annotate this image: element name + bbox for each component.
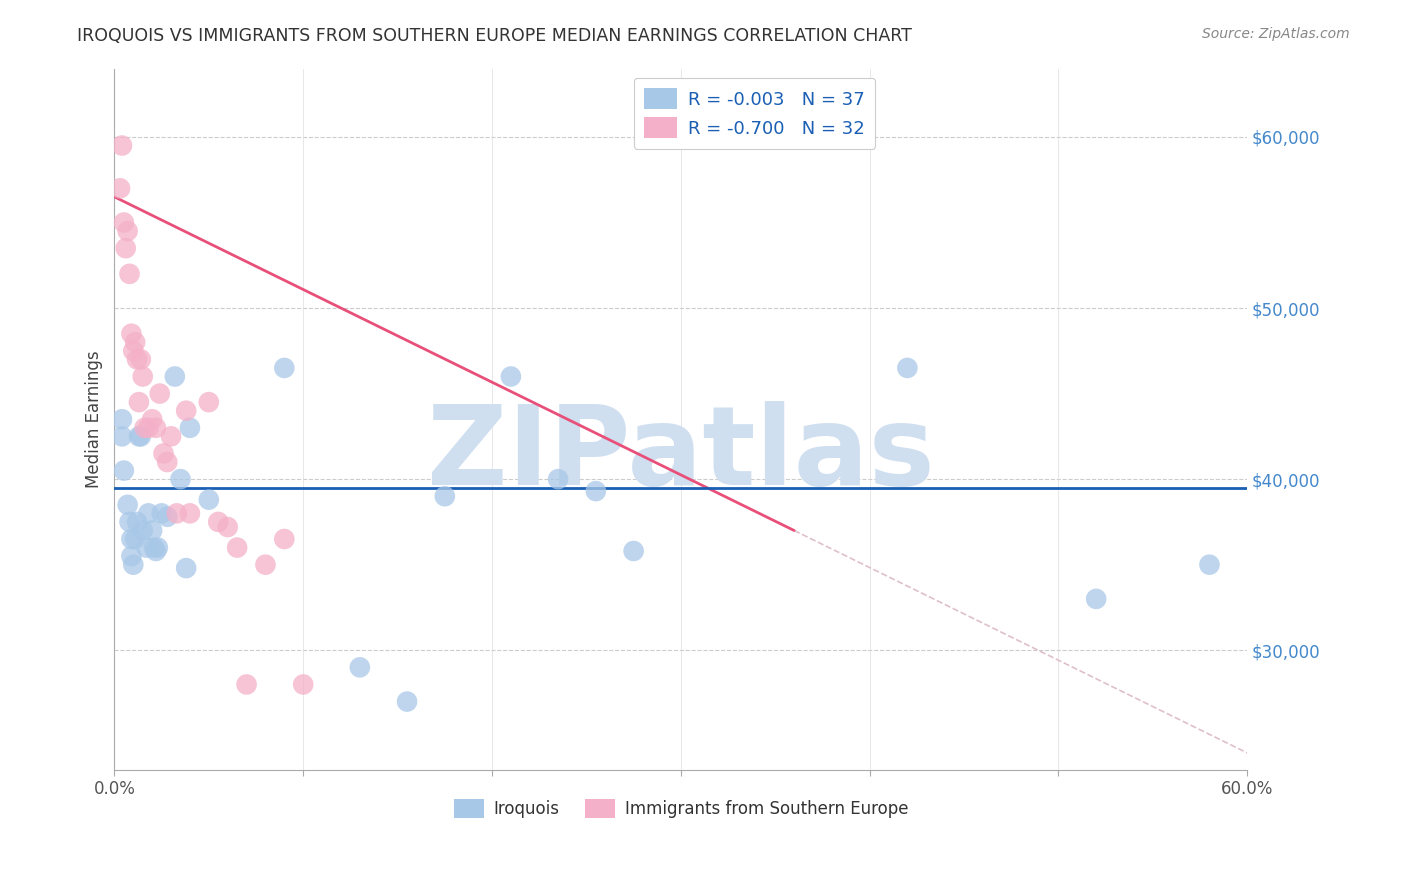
Point (163, 369, 186, 384)
Point (129, 429, 152, 443)
Point (135, 541, 157, 555)
Point (166, 507, 188, 521)
Point (585, 484, 607, 499)
Point (169, 472, 191, 486)
Point (120, 549, 142, 563)
Point (118, 515, 141, 529)
Point (111, 138, 134, 153)
Point (254, 558, 277, 572)
Point (156, 455, 179, 469)
Point (111, 429, 134, 443)
Point (112, 215, 135, 229)
Point (122, 343, 145, 358)
Point (174, 561, 197, 575)
Point (117, 498, 139, 512)
Point (132, 369, 155, 384)
Point (179, 507, 201, 521)
Legend: Iroquois, Immigrants from Southern Europe: Iroquois, Immigrants from Southern Europ… (447, 792, 915, 825)
Point (138, 507, 160, 521)
Point (141, 412, 163, 426)
Point (547, 472, 569, 486)
Point (117, 224, 139, 238)
Point (128, 395, 150, 409)
Point (150, 507, 173, 521)
Point (623, 544, 645, 558)
Point (156, 509, 179, 524)
Point (235, 677, 257, 691)
Point (122, 558, 145, 572)
Point (108, 181, 131, 195)
Point (112, 464, 135, 478)
Point (129, 352, 152, 367)
Point (198, 492, 221, 507)
Point (1198, 558, 1220, 572)
Y-axis label: Median Earnings: Median Earnings (86, 351, 103, 488)
Point (145, 544, 167, 558)
Point (124, 532, 146, 546)
Point (152, 446, 174, 460)
Point (120, 532, 142, 546)
Text: Source: ZipAtlas.com: Source: ZipAtlas.com (1202, 27, 1350, 41)
Point (132, 524, 155, 538)
Point (499, 369, 522, 384)
Point (120, 326, 142, 341)
Point (217, 520, 239, 534)
Point (143, 541, 166, 555)
Point (179, 421, 201, 435)
Point (160, 429, 183, 443)
Point (273, 360, 295, 375)
Point (207, 515, 229, 529)
Point (125, 515, 148, 529)
Point (396, 695, 419, 709)
Point (896, 360, 918, 375)
Point (1085, 591, 1108, 606)
Point (273, 532, 295, 546)
Point (128, 429, 150, 443)
Point (111, 412, 134, 426)
Point (146, 541, 169, 555)
Point (292, 677, 315, 691)
Point (145, 421, 167, 435)
Point (124, 335, 146, 350)
Point (118, 267, 141, 281)
Point (174, 403, 197, 417)
Point (134, 421, 156, 435)
Point (125, 352, 148, 367)
Point (433, 489, 456, 503)
Text: IROQUOIS VS IMMIGRANTS FROM SOUTHERN EUROPE MEDIAN EARNINGS CORRELATION CHART: IROQUOIS VS IMMIGRANTS FROM SOUTHERN EUR… (77, 27, 912, 45)
Point (114, 241, 136, 255)
Point (149, 386, 172, 401)
Point (349, 660, 371, 674)
Point (226, 541, 249, 555)
Text: ZIPatlas: ZIPatlas (427, 401, 935, 508)
Point (141, 524, 163, 538)
Point (138, 421, 160, 435)
Point (198, 395, 221, 409)
